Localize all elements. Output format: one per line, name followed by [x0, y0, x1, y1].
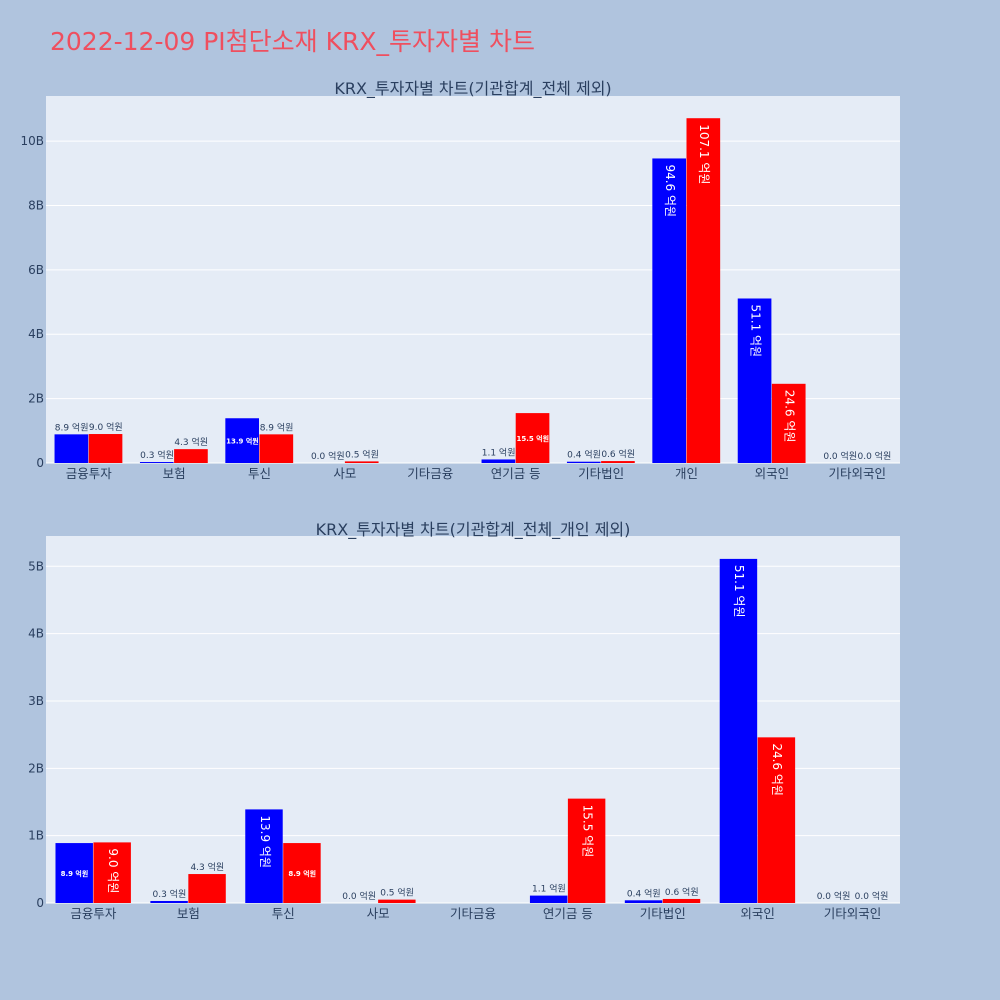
data-label: 107.1 억원: [697, 124, 711, 184]
data-label: 0.3 억원: [140, 449, 174, 461]
bar-red: [378, 899, 416, 903]
x-tick-label: 금융투자: [66, 466, 113, 481]
bar-blue: [225, 418, 259, 463]
x-tick-label: 보험: [163, 466, 186, 481]
x-tick-label: 기타법인: [640, 906, 686, 921]
x-tick-label: 연기금 등: [491, 466, 541, 481]
data-label: 8.9 억원: [61, 869, 89, 878]
x-tick-label: 외국인: [755, 466, 790, 481]
data-label: 4.3 억원: [174, 436, 208, 448]
data-label: 0.3 억원: [152, 888, 186, 900]
x-tick-label: 기타금융: [407, 466, 453, 481]
bar-blue: [150, 900, 188, 903]
y-tick-label: 3B: [28, 694, 44, 708]
data-label: 9.0 억원: [89, 421, 123, 433]
y-tick-label: 10B: [20, 134, 44, 148]
data-label: 15.5 억원: [580, 805, 594, 858]
x-tick-label: 외국인: [740, 906, 775, 921]
bar-red: [93, 842, 131, 903]
bar-red: [188, 874, 226, 903]
bar-red: [259, 434, 294, 463]
data-label: 0.4 억원: [627, 887, 661, 899]
x-tick-label: 투신: [248, 466, 271, 481]
bar-blue: [719, 558, 758, 903]
y-tick-label: 2B: [28, 392, 44, 406]
data-label: 0.6 억원: [601, 448, 635, 460]
x-tick-label: 사모: [367, 906, 390, 921]
x-tick-label: 보험: [177, 906, 200, 921]
data-label: 0.6 억원: [665, 886, 699, 898]
data-label: 1.1 억원: [482, 446, 516, 458]
bar-red: [686, 118, 721, 463]
x-tick-label: 개인: [675, 466, 698, 481]
data-label: 8.9 억원: [55, 421, 89, 433]
data-label: 0.0 억원: [858, 450, 892, 462]
data-label: 94.6 억원: [663, 164, 677, 217]
bar-red: [515, 413, 550, 463]
data-label: 0.5 억원: [345, 448, 379, 460]
data-label: 51.1 억원: [748, 304, 762, 357]
chart-institutional-excluded: 0 2B 4B 6B 8B 10B KRX_투자자별 차트(기관합계_전체 제외) 금융투자 8…: [20, 79, 900, 481]
chart-title: KRX_투자자별 차트(기관합계_전체_개인 제외): [316, 520, 631, 540]
bar-blue: [566, 461, 601, 463]
y-tick-label: 8B: [28, 198, 44, 212]
bar-blue: [652, 158, 686, 463]
bar-blue: [54, 434, 89, 463]
y-tick-label: 0: [36, 896, 44, 910]
bar-red: [283, 843, 321, 903]
data-label: 13.9 억원: [226, 437, 259, 446]
data-label: 15.5 억원: [516, 434, 549, 443]
data-label: 4.3 억원: [190, 861, 224, 873]
bar-red: [174, 449, 208, 463]
data-label: 0.0 억원: [342, 890, 376, 902]
x-tick-label: 연기금 등: [543, 906, 593, 921]
bar-red: [88, 434, 123, 463]
bar-blue: [55, 843, 93, 903]
x-tick-label: 사모: [333, 466, 356, 481]
data-label: 0.0 억원: [855, 890, 889, 902]
chart-individual-excluded: 0 1B 2B 3B 4B 5B KRX_투자자별 차트(기관합계_전체_개인 제외) 금융투…: [28, 520, 900, 921]
x-tick-label: 기타금융: [450, 906, 496, 921]
bar-red: [757, 737, 796, 903]
bar-blue: [529, 895, 568, 903]
bar-blue: [624, 900, 663, 903]
data-label: 8.9 억원: [288, 869, 316, 878]
bar-red: [771, 383, 806, 463]
data-label: 0.0 억원: [823, 450, 857, 462]
x-tick-label: 금융투자: [70, 906, 117, 921]
data-label: 0.0 억원: [311, 450, 345, 462]
data-label: 13.9 억원: [258, 815, 272, 868]
y-tick-label: 1B: [28, 829, 44, 843]
data-label: 1.1 억원: [532, 883, 566, 895]
y-tick-label: 5B: [28, 559, 44, 573]
y-tick-label: 4B: [28, 327, 44, 341]
chart-title: KRX_투자자별 차트(기관합계_전체 제외): [334, 79, 611, 99]
y-tick-label: 6B: [28, 263, 44, 277]
bar-red: [344, 461, 379, 463]
bar-blue: [481, 459, 516, 463]
page-title: 2022-12-09 PI첨단소재 KRX_투자자별 차트: [50, 27, 535, 56]
bar-blue: [245, 809, 283, 903]
data-label: 9.0 억원: [106, 848, 120, 893]
y-tick-label: 0: [36, 456, 44, 470]
y-tick-label: 4B: [28, 627, 44, 641]
data-label: 8.9 억원: [260, 421, 294, 433]
bar-blue: [737, 298, 772, 463]
data-label: 24.6 억원: [782, 390, 796, 443]
bar-red: [662, 898, 701, 903]
bar-red: [601, 461, 635, 463]
x-tick-label: 기타법인: [578, 466, 624, 481]
data-label: 51.1 억원: [732, 565, 746, 618]
data-label: 0.5 억원: [380, 887, 414, 899]
bar-red: [567, 798, 606, 903]
bar-blue: [139, 462, 174, 463]
data-label: 0.0 억원: [817, 890, 851, 902]
data-label: 24.6 억원: [770, 743, 784, 796]
x-tick-label: 투신: [272, 906, 295, 921]
data-label: 0.4 억원: [567, 449, 601, 461]
y-tick-label: 2B: [28, 761, 44, 775]
x-tick-label: 기타외국인: [829, 466, 887, 481]
x-tick-label: 기타외국인: [824, 906, 882, 921]
